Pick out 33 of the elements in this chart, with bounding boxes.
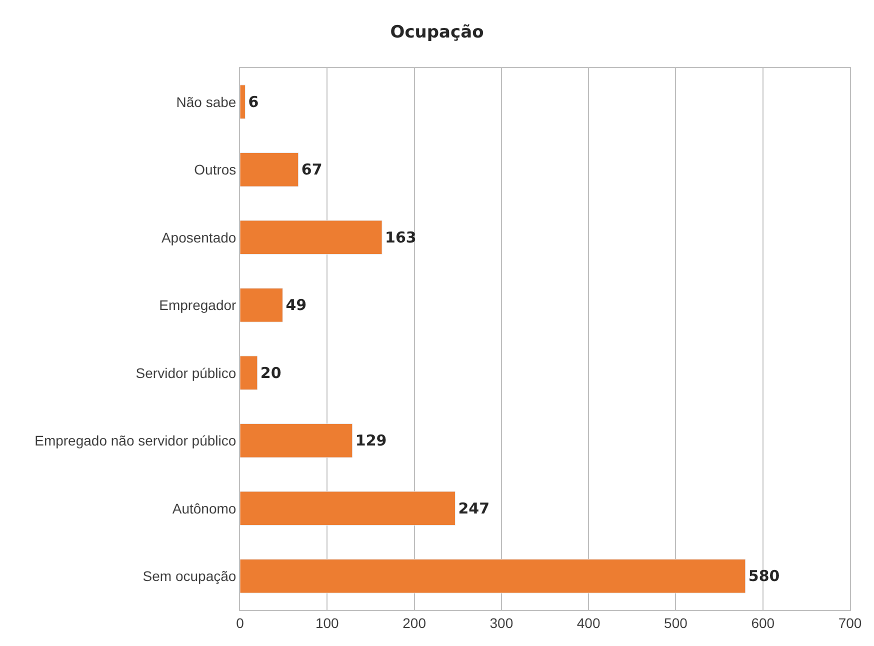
x-tick-label: 600 <box>751 614 775 631</box>
x-tick-label: 400 <box>576 614 600 631</box>
y-tick-label: Sem ocupação <box>142 568 236 584</box>
y-tick-label: Não sabe <box>176 94 236 110</box>
chart-title: Ocupação <box>390 22 484 43</box>
y-tick-label: Empregador <box>159 297 237 314</box>
data-label: 580 <box>748 567 780 586</box>
data-label: 20 <box>260 364 282 382</box>
bar <box>240 558 746 594</box>
x-tick-label: 700 <box>838 614 862 631</box>
data-label: 6 <box>248 92 259 111</box>
bar <box>240 288 283 322</box>
y-tick-label: Servidor público <box>136 364 236 381</box>
bar <box>240 356 258 390</box>
data-label: 49 <box>286 296 307 314</box>
y-tick-label: Outros <box>194 162 236 178</box>
x-tick-label: 300 <box>490 614 514 631</box>
y-tick-label: Aposentado <box>161 229 236 246</box>
x-tick-label: 100 <box>315 614 340 631</box>
y-tick-label: Autônomo <box>172 500 236 516</box>
y-tick-label: Empregado não servidor público <box>34 432 236 449</box>
data-label: 163 <box>385 228 416 246</box>
bar <box>240 152 299 187</box>
x-tick-label: 0 <box>236 614 244 631</box>
bar <box>240 220 382 255</box>
x-tick-label: 200 <box>402 614 426 631</box>
data-label: 247 <box>458 499 490 518</box>
bar <box>240 491 456 526</box>
bar <box>240 84 246 120</box>
x-tick-label: 500 <box>664 614 688 631</box>
bar <box>240 423 353 458</box>
data-label: 67 <box>301 160 322 179</box>
data-label: 129 <box>355 432 387 450</box>
